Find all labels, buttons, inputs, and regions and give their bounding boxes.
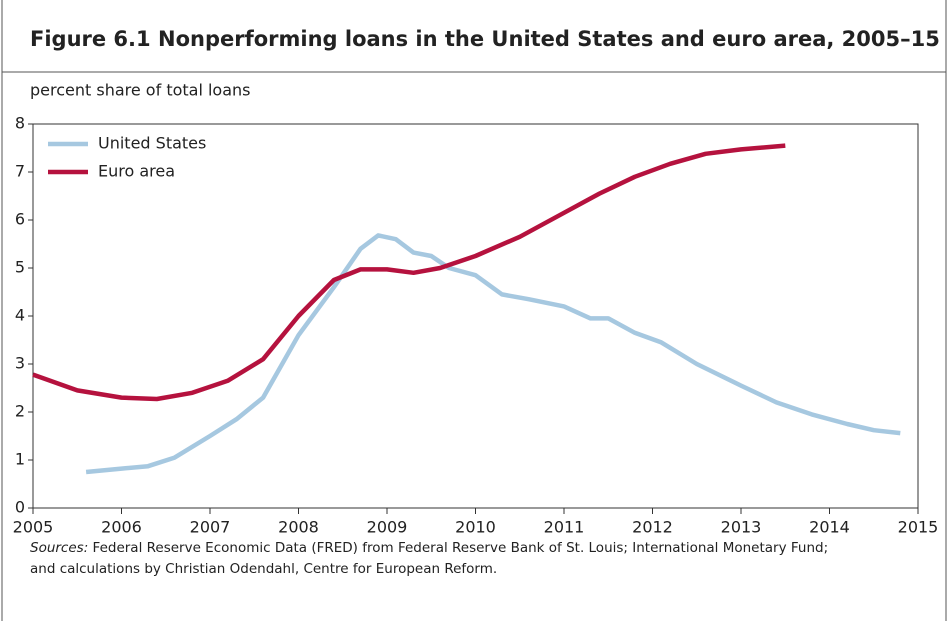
y-axis-label: percent share of total loans — [30, 81, 251, 100]
y-tick-label: 8 — [15, 114, 25, 133]
y-tick-label: 7 — [15, 162, 25, 181]
y-tick-label: 4 — [15, 306, 25, 325]
x-tick-label: 2006 — [101, 518, 142, 537]
y-tick-label: 5 — [15, 258, 25, 277]
sources-line: Federal Reserve Economic Data (FRED) fro… — [92, 540, 829, 556]
y-tick-label: 6 — [15, 210, 25, 229]
y-tick-label: 0 — [15, 498, 25, 517]
sources: Sources: Federal Reserve Economic Data (… — [30, 538, 828, 580]
x-tick-label: 2009 — [367, 518, 408, 537]
legend-label: United States — [98, 134, 206, 153]
series-line — [85, 233, 901, 475]
y-tick-label: 3 — [15, 354, 25, 373]
figure-label: Figure 6.1 — [30, 27, 151, 51]
x-tick-label: 2011 — [544, 518, 585, 537]
plot-frame — [32, 123, 919, 509]
x-tick-label: 2012 — [632, 518, 673, 537]
sources-line: and calculations by Christian Odendahl, … — [30, 561, 498, 577]
x-tick-label: 2005 — [13, 518, 54, 537]
x-tick-label: 2015 — [898, 518, 939, 537]
x-tick-label: 2007 — [190, 518, 231, 537]
y-tick-label: 2 — [15, 402, 25, 421]
chart-title: Nonperforming loans in the United States… — [158, 27, 940, 51]
series-line — [32, 143, 786, 402]
y-tick-label: 1 — [15, 450, 25, 469]
x-tick-label: 2014 — [809, 518, 850, 537]
x-tick-label: 2008 — [278, 518, 319, 537]
x-tick-label: 2013 — [721, 518, 762, 537]
x-tick-label: 2010 — [455, 518, 496, 537]
legend-label: Euro area — [98, 162, 175, 181]
sources-label: Sources: — [30, 540, 89, 556]
